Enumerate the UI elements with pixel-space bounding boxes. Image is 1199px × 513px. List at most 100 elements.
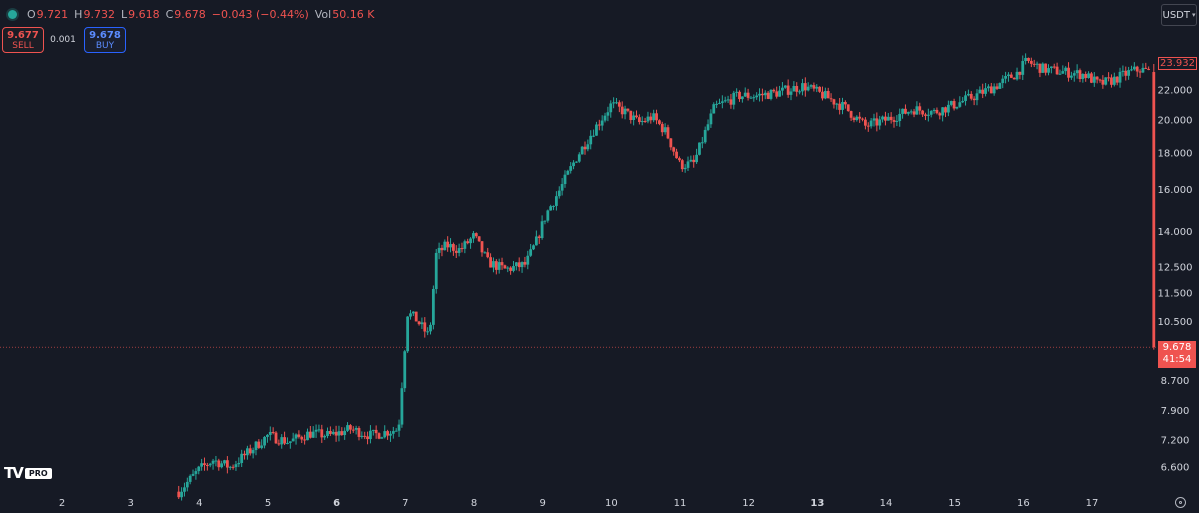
currency-label: USDT — [1162, 9, 1190, 21]
candle-body — [248, 448, 252, 454]
candle-body — [440, 247, 444, 251]
sell-button[interactable]: 9.677 SELL — [2, 27, 44, 53]
low-value: 9.618 — [128, 7, 160, 21]
candle-body — [340, 431, 344, 436]
candle-body — [506, 267, 510, 269]
candle-body — [875, 118, 879, 126]
candle-body — [303, 439, 307, 441]
candle-body — [809, 85, 813, 87]
candle-body — [543, 220, 547, 222]
candle-body — [566, 170, 570, 175]
candle-body — [987, 86, 990, 89]
candle-body — [769, 89, 773, 99]
candle-body — [389, 433, 392, 436]
candle-body — [666, 127, 670, 139]
y-tick-label: 22.000 — [1158, 86, 1193, 97]
candle-body — [260, 445, 264, 448]
candle-body — [266, 434, 269, 437]
x-tick-label: 11 — [674, 498, 687, 509]
candle-body — [177, 491, 181, 498]
candle-body — [220, 463, 224, 468]
candle-body — [271, 431, 275, 433]
open-key: O — [27, 7, 36, 21]
candle-body — [632, 115, 636, 121]
candle-body — [546, 210, 550, 221]
candle-body — [815, 86, 819, 89]
candle-body — [426, 331, 430, 333]
candle-body — [743, 92, 747, 97]
time-axis: 2 3 4 5 6 7 8 9 10 11 12 13 14 15 16 17 — [59, 498, 1099, 509]
candle-body — [180, 491, 183, 498]
candle-body — [995, 86, 999, 89]
candle-body — [715, 103, 719, 105]
candle-body — [254, 441, 258, 451]
y-tick-label: 7.200 — [1161, 435, 1190, 446]
candle-body — [635, 115, 638, 118]
candle-body — [703, 129, 707, 143]
candle-body — [411, 311, 415, 314]
candle-body — [904, 108, 907, 114]
candle-body — [886, 116, 890, 121]
candle-body — [469, 238, 472, 244]
sell-label: SELL — [12, 41, 34, 51]
x-tick-label: 14 — [880, 498, 893, 509]
tradingview-logo[interactable]: TV PRO — [4, 464, 52, 482]
candle-body — [200, 463, 204, 467]
pro-badge: PRO — [24, 467, 52, 479]
candle-body — [391, 431, 395, 434]
y-tick-label: 12.500 — [1158, 263, 1193, 274]
candle-body — [1130, 69, 1133, 71]
candle-body — [700, 142, 704, 144]
candle-body — [257, 441, 261, 448]
candle-body — [709, 113, 713, 125]
candle-body — [480, 241, 484, 253]
candle-body — [600, 120, 604, 126]
candle-body — [1107, 77, 1110, 79]
candle-body — [926, 114, 930, 116]
candle-body — [1078, 70, 1082, 80]
candle-body — [663, 127, 667, 133]
candle-body — [718, 102, 721, 104]
candle-body — [689, 159, 693, 162]
candle-body — [1012, 77, 1016, 80]
candle-body — [946, 104, 950, 113]
candle-body — [231, 466, 235, 468]
candle-body — [881, 116, 884, 120]
candle-body — [906, 112, 910, 114]
candle-body — [1101, 79, 1105, 85]
candle-body — [1152, 72, 1156, 348]
candle-body — [924, 114, 927, 116]
candle-body — [1061, 71, 1065, 74]
gear-icon[interactable] — [1175, 497, 1186, 508]
candle-body — [675, 151, 678, 159]
candle-body — [431, 289, 435, 325]
candle-body — [549, 206, 553, 211]
candle-body — [835, 103, 839, 105]
candle-body — [783, 85, 787, 88]
candle-body — [337, 431, 341, 436]
candle-body — [1127, 70, 1131, 76]
low-key: L — [120, 7, 128, 21]
candle-body — [540, 221, 544, 238]
y-tick-label: 11.500 — [1158, 289, 1193, 300]
candle-body — [975, 93, 979, 101]
candle-body — [749, 97, 753, 99]
candle-body — [185, 481, 189, 488]
candle-body — [314, 429, 318, 432]
candle-body — [686, 161, 690, 168]
candle-body — [449, 244, 452, 248]
candle-body — [400, 388, 404, 425]
candle-body — [1015, 71, 1019, 80]
volume-key: Vol — [314, 7, 332, 21]
buy-button[interactable]: 9.678 BUY — [84, 27, 126, 53]
candle-body — [586, 144, 590, 150]
currency-selector[interactable]: USDT ▾ — [1161, 4, 1197, 26]
candle-body — [243, 453, 246, 456]
x-tick-label: 12 — [742, 498, 755, 509]
candle-body — [806, 86, 810, 91]
candle-body — [1104, 77, 1108, 85]
candle-body — [328, 430, 332, 434]
candle-body — [984, 88, 987, 94]
y-tick-label: 16.000 — [1158, 185, 1193, 196]
